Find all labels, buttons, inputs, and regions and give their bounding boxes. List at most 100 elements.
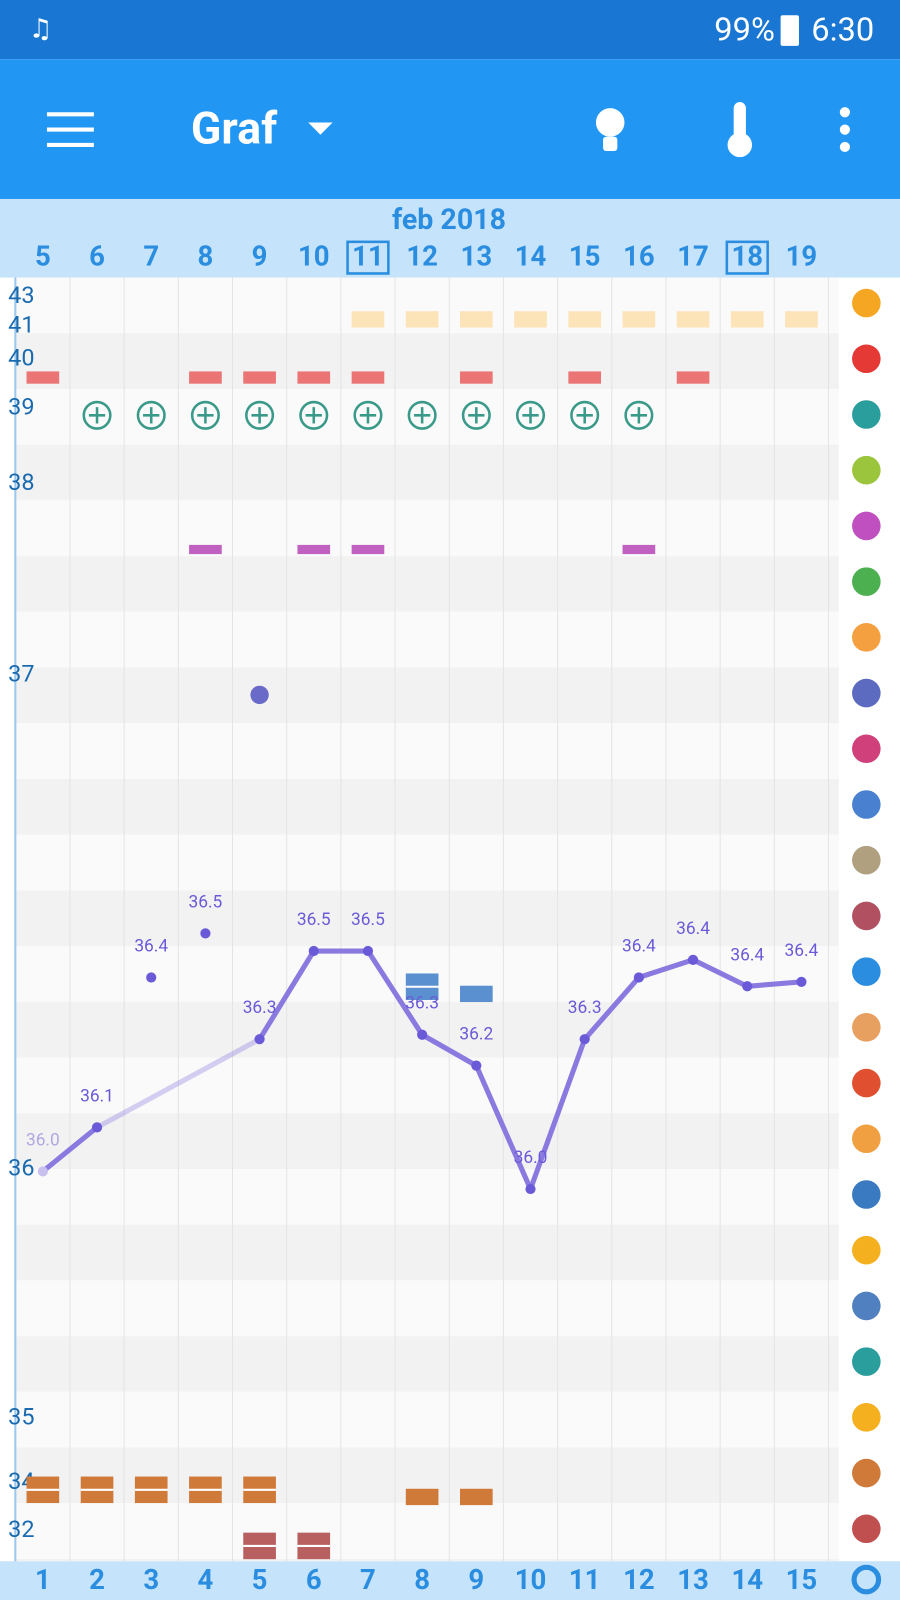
- temperature-segment: [527, 1036, 588, 1192]
- plus-marker: [461, 400, 491, 430]
- plus-marker: [136, 400, 166, 430]
- category-icon: [852, 678, 881, 708]
- temperature-point: [525, 1183, 536, 1195]
- plus-cross: [576, 407, 593, 424]
- tips-button[interactable]: [595, 108, 625, 152]
- plus-marker: [570, 400, 600, 430]
- dot-marker: [250, 685, 269, 705]
- temperature-point: [471, 1060, 482, 1071]
- dash-marker: [297, 544, 331, 555]
- category-icon: [852, 1068, 881, 1098]
- date-label: 14: [515, 239, 547, 272]
- row-band: [15, 1001, 839, 1058]
- date-label: 9: [252, 239, 268, 272]
- temperature-point: [200, 928, 211, 939]
- category-icon: [852, 1235, 881, 1265]
- plus-marker: [245, 400, 275, 430]
- temperature-segment: [636, 957, 696, 981]
- bar-marker: [460, 985, 493, 1003]
- row-band: [15, 890, 839, 947]
- cycle-day-label: 12: [623, 1563, 655, 1596]
- scale-label: 35: [8, 1403, 34, 1431]
- plus-ring: [515, 400, 546, 430]
- temperature-point: [254, 1034, 265, 1045]
- temperature-point: [633, 972, 644, 983]
- clock: 6:30: [811, 10, 874, 48]
- temperature-segment: [473, 1063, 534, 1192]
- plus-ring: [190, 400, 220, 430]
- more-button[interactable]: [839, 107, 850, 153]
- toolbar-title[interactable]: Graf: [191, 101, 278, 154]
- bar-marker: [460, 1488, 493, 1506]
- category-icon: [852, 288, 881, 318]
- dropdown-arrow[interactable]: [308, 122, 333, 135]
- row-band: [15, 1057, 839, 1114]
- temperature-label: 36.5: [189, 892, 223, 912]
- cycle-day-label: 8: [414, 1563, 430, 1596]
- row-band: [15, 667, 839, 724]
- plus-ring: [624, 400, 654, 430]
- cycle-day-label: 5: [252, 1563, 268, 1596]
- temperature-label: 36.1: [80, 1086, 114, 1106]
- category-icon: [852, 1291, 881, 1321]
- date-label: 16: [623, 239, 655, 272]
- temperature-label: 36.4: [785, 941, 819, 961]
- temperature-label: 36.4: [622, 936, 656, 956]
- category-icon: [852, 901, 881, 931]
- cycle-day-label: 6: [306, 1563, 322, 1596]
- check-marker: [568, 371, 602, 384]
- temperature-point: [146, 972, 157, 983]
- scale-label: 43: [8, 281, 34, 309]
- row-band: [15, 611, 839, 668]
- row-band: [15, 1168, 839, 1225]
- category-icon: [852, 1013, 881, 1042]
- temperature-point: [362, 945, 374, 957]
- check-marker: [297, 371, 331, 384]
- plus-ring: [407, 400, 437, 430]
- scale-label: 39: [8, 392, 34, 420]
- temperature-label: 36.0: [514, 1148, 548, 1168]
- date-label: 12: [406, 239, 438, 272]
- temperature-segment: [365, 948, 425, 1038]
- plus-marker: [190, 400, 220, 430]
- temperature-segment: [582, 974, 642, 1042]
- category-icon: [852, 623, 881, 652]
- month-label: feb 2018: [392, 202, 506, 236]
- scale-label: 37: [8, 660, 34, 688]
- temperature-label: 36.2: [459, 1025, 493, 1045]
- row-band: [15, 778, 839, 835]
- scale-label: 40: [8, 343, 34, 371]
- date-label: 18: [731, 239, 763, 272]
- date-label: 6: [89, 239, 105, 272]
- temperature-segment: [744, 979, 804, 989]
- plus-ring: [136, 400, 166, 430]
- plus-cross: [522, 407, 539, 424]
- plus-cross: [88, 407, 106, 424]
- scale-label: 36: [8, 1154, 34, 1182]
- check-marker: [676, 371, 710, 384]
- category-icon: [852, 344, 881, 374]
- status-bar: [0, 0, 900, 60]
- bar-marker: [405, 311, 439, 328]
- plus-ring: [570, 400, 600, 430]
- bar-marker: [460, 311, 493, 328]
- temperature-button[interactable]: [727, 102, 753, 158]
- temperature-point: [687, 954, 699, 965]
- temperature-label: 36.4: [134, 936, 168, 956]
- bar-marker: [514, 311, 547, 328]
- cycle-day-label: 9: [468, 1563, 484, 1596]
- plus-ring: [82, 400, 112, 430]
- cycle-day-label: 10: [515, 1563, 547, 1596]
- temperature-label: 36.3: [405, 994, 439, 1014]
- date-label: 5: [35, 239, 51, 272]
- row-band: [15, 388, 839, 445]
- menu-button[interactable]: [46, 112, 94, 147]
- category-icon: [852, 400, 881, 429]
- cycle-day-label: 4: [198, 1563, 214, 1596]
- toolbar: [0, 59, 900, 199]
- category-icon: [852, 1347, 881, 1376]
- temperature-label: 36.3: [243, 998, 277, 1018]
- category-icon: [852, 1458, 881, 1488]
- temperature-point: [91, 1122, 103, 1133]
